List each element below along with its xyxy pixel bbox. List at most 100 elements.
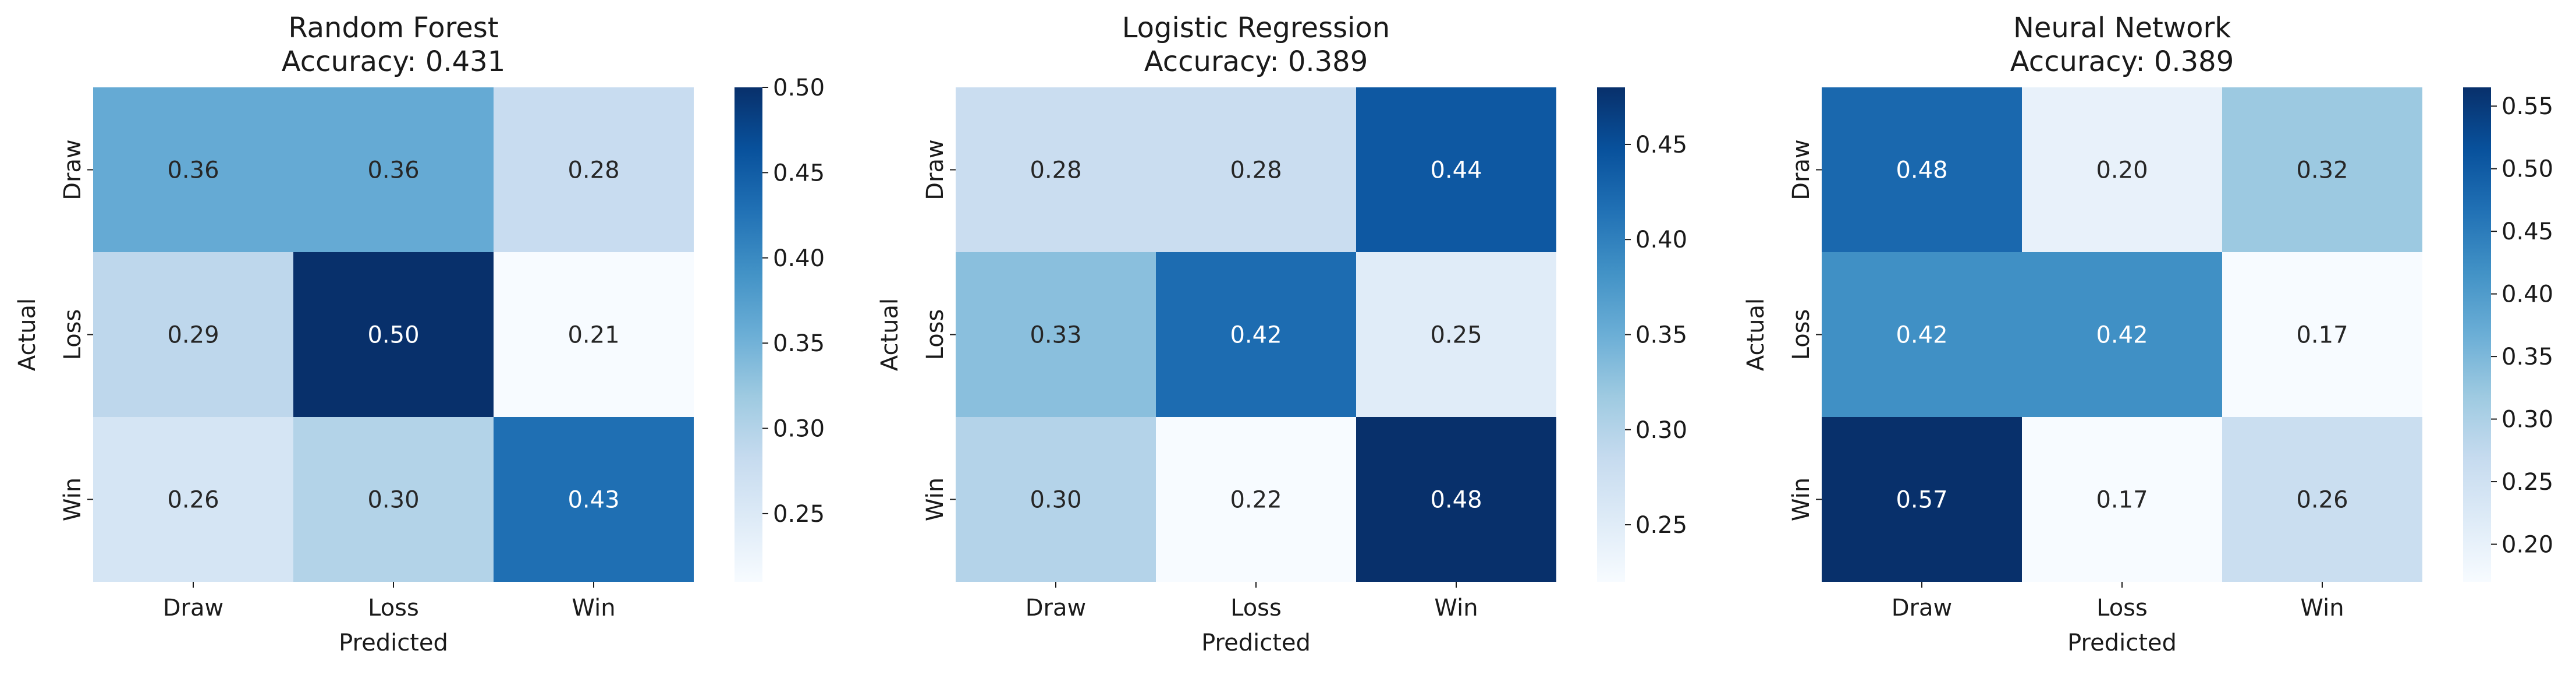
colorbar-tick-label: 0.40 bbox=[1635, 227, 1687, 253]
heatmap-cell bbox=[2222, 87, 2422, 252]
cell-value-label: 0.22 bbox=[1230, 487, 1282, 514]
heatmap-cell bbox=[2022, 87, 2222, 252]
heatmap-cell bbox=[93, 87, 293, 252]
panel-title: Logistic Regression bbox=[1122, 12, 1390, 44]
cell-value-label: 0.26 bbox=[2296, 487, 2348, 514]
cell-value-label: 0.44 bbox=[1430, 157, 1482, 184]
x-tick-label: Win bbox=[2300, 595, 2344, 621]
x-tick-label: Draw bbox=[1026, 595, 1086, 621]
heatmap-cell bbox=[293, 87, 494, 252]
colorbar-tick-label: 0.35 bbox=[1635, 322, 1687, 349]
cell-value-label: 0.25 bbox=[1430, 322, 1482, 349]
panel-title: Neural Network bbox=[2013, 12, 2231, 44]
x-tick-label: Loss bbox=[368, 595, 419, 621]
panel-subtitle: Accuracy: 0.431 bbox=[282, 45, 506, 78]
colorbar-tick-label: 0.25 bbox=[1635, 512, 1687, 539]
cell-value-label: 0.48 bbox=[1896, 157, 1947, 184]
colorbar-tick-label: 0.20 bbox=[2502, 532, 2553, 559]
cell-value-label: 0.28 bbox=[1230, 157, 1282, 184]
y-tick-label: Loss bbox=[59, 309, 86, 361]
colorbar-tick-label: 0.55 bbox=[2502, 93, 2553, 120]
heatmap-cell bbox=[1356, 252, 1556, 417]
heatmap-cell bbox=[1156, 417, 1356, 582]
y-axis-label: Actual bbox=[877, 298, 903, 371]
colorbar-tick-label: 0.40 bbox=[2502, 281, 2553, 308]
y-axis-label: Actual bbox=[14, 298, 41, 371]
heatmap-cell bbox=[93, 252, 293, 417]
cell-value-label: 0.42 bbox=[2096, 322, 2148, 349]
colorbar bbox=[2463, 87, 2491, 582]
colorbar-tick-label: 0.50 bbox=[773, 75, 825, 101]
y-tick-label: Loss bbox=[1788, 309, 1815, 361]
heatmap-cell bbox=[1822, 252, 2022, 417]
x-tick-label: Win bbox=[572, 595, 615, 621]
colorbar-tick-label: 0.35 bbox=[773, 330, 825, 357]
heatmap-cell bbox=[2222, 252, 2422, 417]
y-tick-label: Draw bbox=[59, 139, 86, 200]
heatmap-cell bbox=[1822, 87, 2022, 252]
y-tick-label: Win bbox=[59, 478, 86, 521]
cell-value-label: 0.20 bbox=[2096, 157, 2148, 184]
colorbar-tick-label: 0.25 bbox=[773, 501, 825, 528]
heatmap-cell bbox=[2022, 417, 2222, 582]
colorbar-tick-label: 0.45 bbox=[2502, 218, 2553, 245]
x-tick-label: Draw bbox=[1892, 595, 1952, 621]
colorbar-tick-label: 0.50 bbox=[2502, 156, 2553, 183]
cell-value-label: 0.57 bbox=[1896, 487, 1947, 514]
cell-value-label: 0.28 bbox=[1030, 157, 1081, 184]
cell-value-label: 0.43 bbox=[567, 487, 619, 514]
cell-value-label: 0.17 bbox=[2096, 487, 2148, 514]
cell-value-label: 0.42 bbox=[1230, 322, 1282, 349]
panel-subtitle: Accuracy: 0.389 bbox=[2010, 45, 2234, 78]
panel-title: Random Forest bbox=[288, 12, 498, 44]
heatmap-cell bbox=[956, 87, 1156, 252]
heatmap-cell bbox=[494, 87, 694, 252]
cell-value-label: 0.30 bbox=[1030, 487, 1081, 514]
cell-value-label: 0.33 bbox=[1030, 322, 1081, 349]
cell-value-label: 0.36 bbox=[167, 157, 219, 184]
colorbar-tick-label: 0.40 bbox=[773, 245, 825, 272]
panel-subtitle: Accuracy: 0.389 bbox=[1144, 45, 1368, 78]
cell-value-label: 0.30 bbox=[367, 487, 419, 514]
colorbar-tick-label: 0.30 bbox=[1635, 417, 1687, 444]
cell-value-label: 0.48 bbox=[1430, 487, 1482, 514]
colorbar-tick-label: 0.45 bbox=[773, 160, 825, 186]
heatmap-cell bbox=[293, 417, 494, 582]
cell-value-label: 0.26 bbox=[167, 487, 219, 514]
cell-value-label: 0.36 bbox=[367, 157, 419, 184]
heatmap-cell bbox=[1156, 252, 1356, 417]
heatmap-cell bbox=[1356, 87, 1556, 252]
y-tick-label: Loss bbox=[922, 309, 949, 361]
cell-value-label: 0.17 bbox=[2296, 322, 2348, 349]
heatmap-cell bbox=[494, 252, 694, 417]
y-tick-label: Win bbox=[1788, 478, 1815, 521]
x-tick-label: Loss bbox=[1230, 595, 1282, 621]
heatmap-cell bbox=[956, 252, 1156, 417]
colorbar-tick-label: 0.30 bbox=[2502, 407, 2553, 433]
cell-value-label: 0.29 bbox=[167, 322, 219, 349]
cell-value-label: 0.42 bbox=[1896, 322, 1947, 349]
heatmap-cell bbox=[956, 417, 1156, 582]
cell-value-label: 0.21 bbox=[567, 322, 619, 349]
x-tick-label: Win bbox=[1434, 595, 1478, 621]
cell-value-label: 0.28 bbox=[567, 157, 619, 184]
heatmap-cell bbox=[1156, 87, 1356, 252]
colorbar-tick-label: 0.45 bbox=[1635, 132, 1687, 158]
y-tick-label: Draw bbox=[922, 139, 949, 200]
y-tick-label: Draw bbox=[1788, 139, 1815, 200]
x-tick-label: Draw bbox=[163, 595, 223, 621]
heatmap-cell bbox=[93, 417, 293, 582]
x-tick-label: Loss bbox=[2096, 595, 2148, 621]
heatmap-cell bbox=[2222, 417, 2422, 582]
heatmap-cell bbox=[1356, 417, 1556, 582]
x-axis-label: Predicted bbox=[339, 630, 448, 656]
colorbar bbox=[735, 87, 762, 582]
heatmap-cell bbox=[1822, 417, 2022, 582]
cell-value-label: 0.32 bbox=[2296, 157, 2348, 184]
x-axis-label: Predicted bbox=[1201, 630, 1311, 656]
cell-value-label: 0.50 bbox=[367, 322, 419, 349]
